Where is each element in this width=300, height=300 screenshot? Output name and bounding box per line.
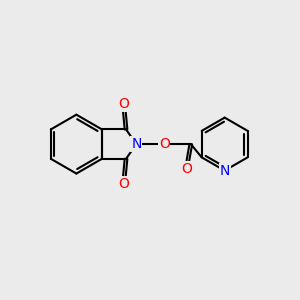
Text: N: N [131, 137, 142, 151]
Text: O: O [118, 98, 129, 111]
Text: O: O [159, 137, 170, 151]
Text: O: O [118, 177, 129, 191]
Text: O: O [181, 162, 192, 176]
Text: N: N [220, 164, 230, 178]
